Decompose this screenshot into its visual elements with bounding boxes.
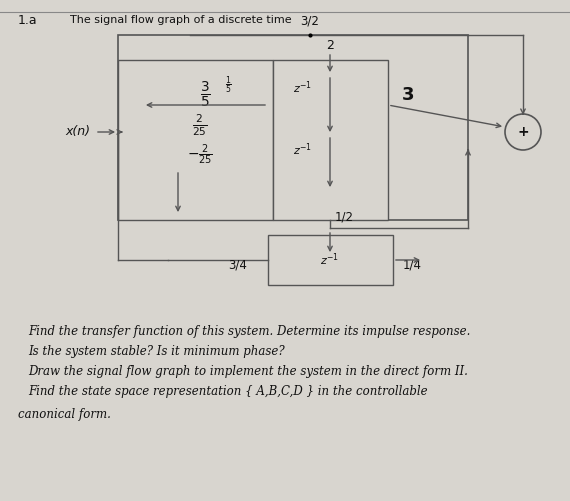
Text: $\frac{3}{5}$: $\frac{3}{5}$: [200, 80, 210, 110]
Bar: [273, 60, 388, 220]
Text: $z^{-1}$: $z^{-1}$: [320, 252, 340, 269]
Bar: [118, 60, 273, 220]
Text: canonical form.: canonical form.: [18, 408, 111, 421]
Text: $z^{-1}$: $z^{-1}$: [293, 80, 312, 96]
Text: 3/2: 3/2: [300, 14, 319, 27]
Text: 1/2: 1/2: [335, 210, 354, 223]
Circle shape: [505, 114, 541, 150]
Bar: [268, 235, 393, 285]
Text: $z^{-1}$: $z^{-1}$: [293, 142, 312, 158]
Text: 1.a: 1.a: [18, 14, 38, 27]
Text: 2: 2: [326, 39, 334, 52]
Text: 1/4: 1/4: [403, 259, 422, 272]
Text: $-\frac{2}{25}$: $-\frac{2}{25}$: [187, 143, 213, 167]
Text: $\frac{1}{5}$: $\frac{1}{5}$: [225, 74, 231, 96]
Text: $\frac{2}{25}$: $\frac{2}{25}$: [192, 112, 208, 138]
Text: Find the state space representation { A,B,C,D } in the controllable: Find the state space representation { A,…: [28, 385, 428, 398]
Text: Draw the signal flow graph to implement the system in the direct form II.: Draw the signal flow graph to implement …: [28, 365, 468, 378]
Text: 3/4: 3/4: [229, 259, 247, 272]
Text: Find the transfer function of this system. Determine its impulse response.: Find the transfer function of this syste…: [28, 325, 470, 338]
Bar: [118, 35, 468, 220]
Text: Is the system stable? Is it minimum phase?: Is the system stable? Is it minimum phas…: [28, 345, 284, 358]
Text: +: +: [517, 125, 529, 139]
Text: 3: 3: [402, 86, 414, 104]
Text: The signal flow graph of a discrete time: The signal flow graph of a discrete time: [70, 15, 292, 25]
Text: x(n): x(n): [65, 125, 90, 138]
